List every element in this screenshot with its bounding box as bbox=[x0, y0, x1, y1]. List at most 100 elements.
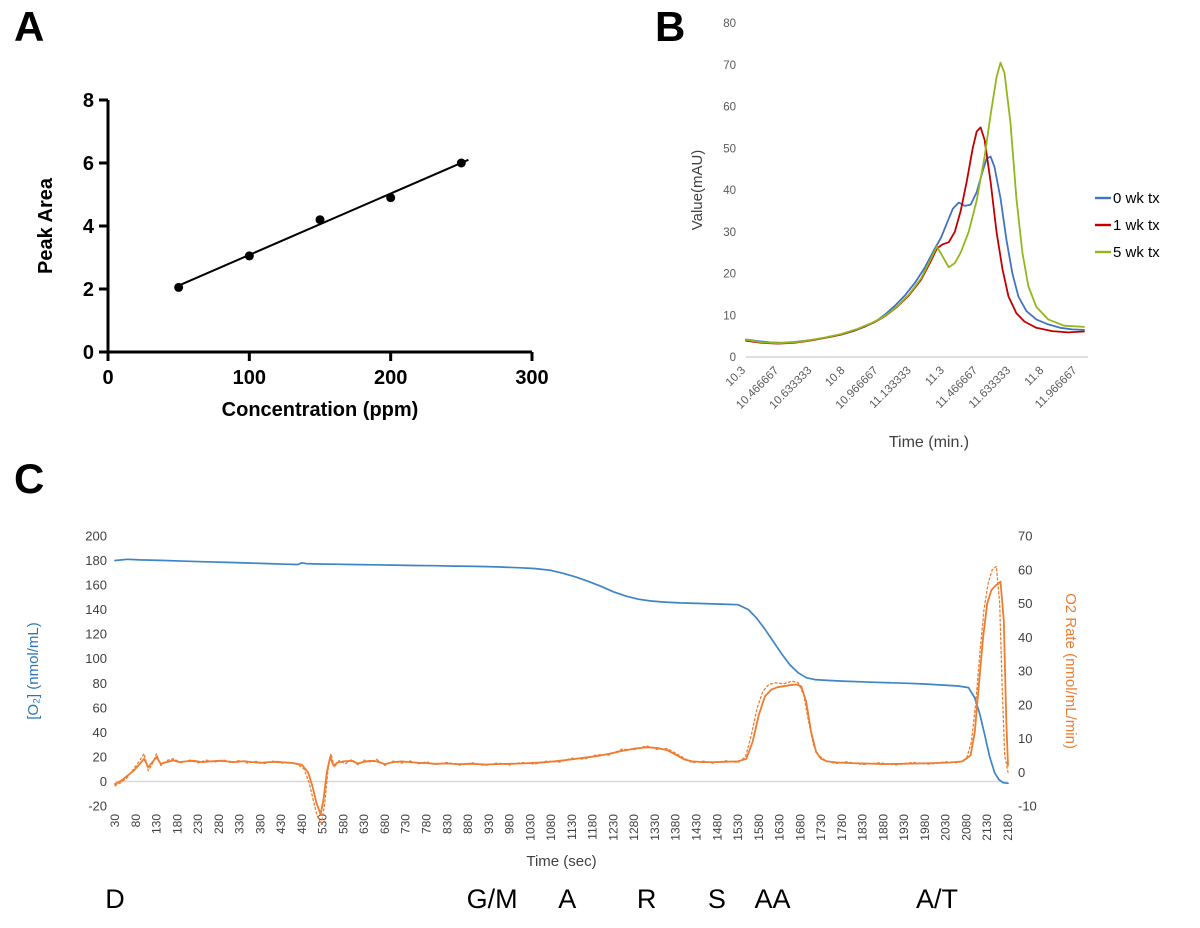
svg-text:S: S bbox=[708, 884, 726, 914]
svg-text:1680: 1680 bbox=[793, 814, 807, 841]
svg-text:480: 480 bbox=[295, 814, 309, 834]
panel-a-axis-titles: Concentration (ppm) Peak Area bbox=[35, 177, 418, 421]
svg-text:40: 40 bbox=[1018, 630, 1032, 645]
series-o2-rate-smoothed- bbox=[114, 580, 1009, 816]
svg-text:1580: 1580 bbox=[752, 814, 766, 841]
svg-text:430: 430 bbox=[274, 814, 288, 834]
svg-text:630: 630 bbox=[357, 814, 371, 834]
svg-text:1030: 1030 bbox=[523, 814, 537, 841]
svg-text:100: 100 bbox=[85, 651, 107, 666]
svg-text:AA: AA bbox=[754, 884, 790, 914]
panel-c-ticks: -20020406080100120140160180200-100102030… bbox=[85, 529, 1037, 841]
svg-text:60: 60 bbox=[723, 102, 736, 114]
svg-text:2080: 2080 bbox=[959, 814, 973, 841]
panel-c-injection-labels: D G/M A R S AA A/T bbox=[105, 884, 958, 914]
svg-text:5 wk tx: 5 wk tx bbox=[1113, 244, 1160, 261]
svg-text:0: 0 bbox=[730, 352, 736, 364]
svg-text:680: 680 bbox=[378, 814, 392, 834]
svg-text:160: 160 bbox=[85, 578, 107, 593]
svg-text:180: 180 bbox=[85, 553, 107, 568]
series-1-wk-tx bbox=[745, 126, 1085, 345]
svg-text:1980: 1980 bbox=[918, 814, 932, 841]
svg-text:D: D bbox=[105, 884, 125, 914]
svg-text:10: 10 bbox=[1018, 731, 1032, 746]
svg-text:0: 0 bbox=[100, 774, 107, 789]
svg-text:Peak Area: Peak Area bbox=[35, 177, 57, 274]
svg-text:10: 10 bbox=[723, 310, 736, 322]
svg-text:1430: 1430 bbox=[689, 814, 703, 841]
svg-text:1330: 1330 bbox=[648, 814, 662, 841]
svg-text:11.8: 11.8 bbox=[1023, 365, 1047, 389]
svg-text:120: 120 bbox=[85, 627, 107, 642]
svg-text:Value(mAU): Value(mAU) bbox=[689, 150, 706, 231]
svg-text:Concentration (ppm): Concentration (ppm) bbox=[222, 399, 419, 421]
svg-text:580: 580 bbox=[336, 814, 350, 834]
svg-text:8: 8 bbox=[83, 90, 94, 112]
svg-text:140: 140 bbox=[85, 602, 107, 617]
svg-text:G/M: G/M bbox=[467, 884, 518, 914]
svg-text:100: 100 bbox=[233, 367, 266, 389]
svg-text:2180: 2180 bbox=[1001, 814, 1015, 841]
svg-text:11.3: 11.3 bbox=[923, 365, 947, 389]
svg-text:Time (sec): Time (sec) bbox=[526, 853, 596, 870]
svg-text:0 wk tx: 0 wk tx bbox=[1113, 190, 1160, 207]
svg-text:80: 80 bbox=[129, 814, 143, 828]
svg-text:1530: 1530 bbox=[731, 814, 745, 841]
series-0-wk-tx bbox=[745, 155, 1085, 344]
panel-a-series bbox=[174, 158, 469, 292]
svg-text:4: 4 bbox=[83, 216, 95, 238]
svg-text:Time (min.): Time (min.) bbox=[889, 434, 969, 451]
svg-text:10.3: 10.3 bbox=[724, 365, 748, 389]
svg-text:1280: 1280 bbox=[627, 814, 641, 841]
svg-text:10.8: 10.8 bbox=[823, 365, 847, 389]
svg-text:780: 780 bbox=[420, 814, 434, 834]
svg-text:280: 280 bbox=[212, 814, 226, 834]
panel-b-legend: 0 wk tx 1 wk tx 5 wk tx bbox=[1095, 190, 1160, 261]
svg-text:1180: 1180 bbox=[586, 814, 600, 840]
panel-b-series bbox=[745, 61, 1085, 345]
svg-text:1730: 1730 bbox=[814, 814, 828, 841]
svg-text:1930: 1930 bbox=[897, 814, 911, 841]
svg-text:2: 2 bbox=[83, 279, 94, 301]
svg-text:6: 6 bbox=[83, 153, 94, 175]
panel-a-ticks: 0 100 200 300 0 2 4 6 8 bbox=[83, 90, 549, 389]
svg-text:20: 20 bbox=[723, 269, 736, 281]
svg-text:80: 80 bbox=[93, 676, 107, 691]
svg-text:A: A bbox=[558, 884, 576, 914]
svg-text:330: 330 bbox=[233, 814, 247, 834]
svg-text:30: 30 bbox=[723, 227, 736, 239]
svg-text:530: 530 bbox=[316, 814, 330, 834]
svg-text:40: 40 bbox=[723, 185, 736, 197]
svg-text:-10: -10 bbox=[1018, 799, 1037, 814]
svg-text:50: 50 bbox=[723, 143, 736, 155]
panel-b-axis-titles: Time (min.) Value(mAU) bbox=[689, 150, 969, 451]
svg-text:1630: 1630 bbox=[773, 814, 787, 841]
svg-text:20: 20 bbox=[1018, 697, 1032, 712]
svg-text:1880: 1880 bbox=[876, 814, 890, 841]
calibration-scatter-chart: 0 100 200 300 0 2 4 6 8 Concentration (ppm) Peak A… bbox=[35, 90, 549, 421]
svg-text:1780: 1780 bbox=[835, 814, 849, 841]
svg-text:A/T: A/T bbox=[916, 884, 958, 914]
svg-text:1230: 1230 bbox=[606, 814, 620, 841]
svg-text:380: 380 bbox=[253, 814, 267, 834]
svg-text:1080: 1080 bbox=[544, 814, 558, 841]
svg-text:0: 0 bbox=[1018, 765, 1025, 780]
svg-text:230: 230 bbox=[191, 814, 205, 834]
svg-text:730: 730 bbox=[399, 814, 413, 834]
panel-b-label: B bbox=[655, 3, 686, 50]
svg-text:830: 830 bbox=[440, 814, 454, 834]
svg-text:300: 300 bbox=[515, 367, 548, 389]
svg-text:80: 80 bbox=[723, 18, 736, 30]
svg-text:2130: 2130 bbox=[980, 814, 994, 841]
svg-text:20: 20 bbox=[93, 749, 107, 764]
panel-c-axis-titles: Time (sec) [O₂] (nmol/mL) O2 Rate (nmol/mL… bbox=[25, 593, 1079, 870]
panel-c-label: C bbox=[14, 455, 45, 502]
svg-text:1480: 1480 bbox=[710, 814, 724, 841]
svg-text:30: 30 bbox=[1018, 664, 1032, 679]
svg-text:60: 60 bbox=[1018, 562, 1032, 577]
svg-text:-20: -20 bbox=[88, 799, 107, 814]
svg-text:70: 70 bbox=[1018, 529, 1032, 544]
